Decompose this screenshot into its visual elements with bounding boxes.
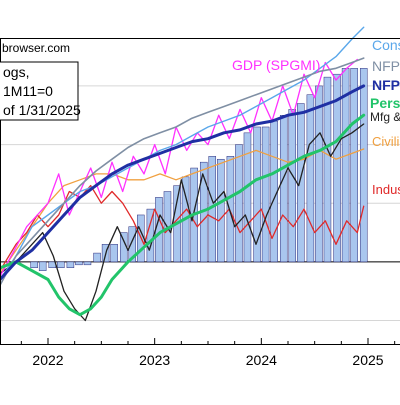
series-label-nfp: NFP (372, 77, 400, 93)
series-label-gdp: GDP (SPGMI) (232, 57, 320, 73)
series-line-personal-income (0, 113, 366, 317)
bar-mark (341, 68, 350, 263)
bar-mark (359, 68, 368, 263)
series-line-mfg (0, 123, 365, 322)
bar-mark (110, 244, 118, 263)
bar-mark (297, 103, 305, 263)
bar-mark (350, 68, 358, 263)
legend-note-frame (0, 61, 79, 121)
x-tick-label: 2025 (352, 352, 383, 368)
source-text: browser.com (2, 41, 70, 55)
legend-note-line-1: ogs, (3, 64, 29, 80)
legend-note-line-3: of 1/31/2025 (3, 102, 81, 118)
lines-layer (0, 26, 366, 322)
series-line-gdp (0, 58, 358, 278)
series-label-mfg: Mfg & (370, 110, 400, 124)
bar-mark (306, 94, 315, 263)
series-label-nfp-ces: NFP (372, 58, 400, 74)
bar-mark (66, 261, 75, 268)
x-tick-label: 2024 (246, 352, 277, 368)
x-axis: 2022 2023 2024 2025 (20, 338, 396, 368)
series-line-nfp (0, 84, 366, 281)
bar-mark (315, 85, 323, 263)
bar-mark (155, 197, 163, 263)
bar-mark (93, 252, 101, 263)
bar-mark (30, 261, 38, 268)
x-tick-label: 2022 (32, 352, 63, 368)
series-label-civilian: Civili (372, 134, 400, 149)
series-label-personal-income: Pers (370, 95, 400, 111)
series-line-nfp-ces (0, 57, 365, 287)
series-labels-layer: Civili Indus Mfg & GDP (SPGMI) Cons NFP Pers NF… (232, 37, 400, 197)
bar-mark (235, 144, 243, 263)
bar-mark (333, 73, 341, 263)
bar-mark (75, 261, 83, 266)
bar-mark (243, 132, 252, 263)
series-label-industrial: Indus (372, 182, 400, 197)
legend-note-line-2: 1M11=0 (3, 83, 53, 99)
bar-mark (128, 226, 137, 263)
bar-mark (279, 115, 288, 263)
legend-note-box: ogs, 1M11=0 of 1/31/2025 (0, 61, 81, 121)
series-line-civilian (0, 148, 365, 275)
series-label-consumption: Cons (372, 37, 400, 53)
bar-mark (270, 120, 278, 263)
bar-mark (226, 156, 235, 263)
bar-mark (261, 126, 270, 263)
bar-mark (253, 126, 261, 263)
x-tick-label: 2023 (139, 352, 170, 368)
bar-mark (217, 158, 225, 263)
bar-mark (288, 109, 297, 263)
bar-mark (57, 261, 65, 268)
bar-mark (38, 261, 47, 271)
bar-mark (323, 76, 332, 263)
bar-mark (83, 261, 92, 266)
